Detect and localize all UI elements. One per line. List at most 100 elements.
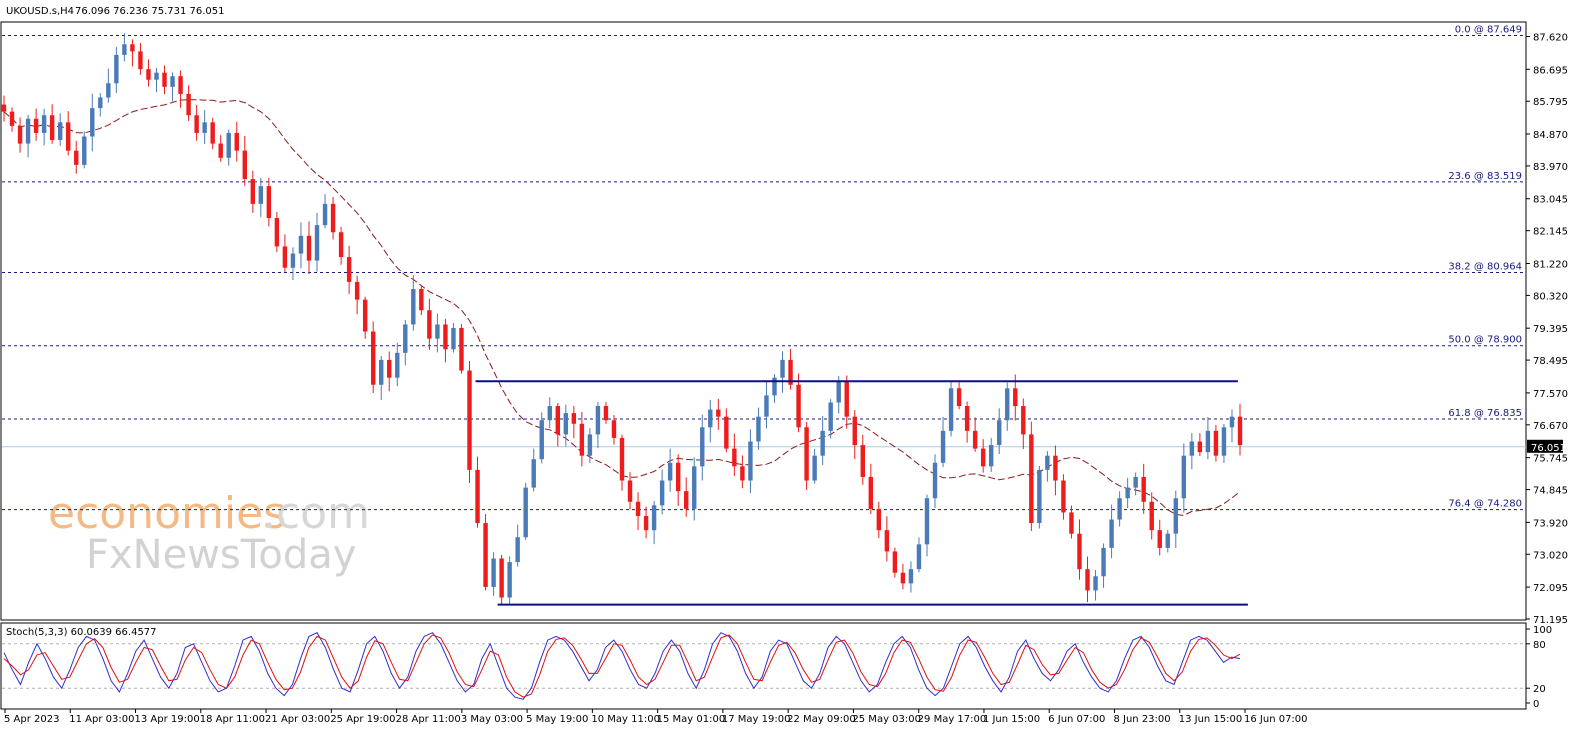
price-tick-label: 87.620	[1533, 32, 1568, 43]
bear-candle	[579, 412, 585, 467]
bear-candle	[732, 433, 737, 477]
bull-candle	[57, 113, 63, 146]
stoch-axis: 100 80 20 0	[1526, 625, 1552, 710]
bull-candle	[932, 454, 938, 508]
bear-candle	[804, 421, 809, 490]
bull-candle	[1005, 382, 1010, 431]
bear-candle	[1, 95, 7, 122]
bear-candle	[346, 245, 352, 294]
bear-candle	[330, 197, 336, 240]
bull-candle	[772, 374, 777, 403]
channel-lines[interactable]	[475, 380, 1248, 606]
bull-candle	[547, 397, 552, 429]
stoch-signal-line	[3, 634, 1241, 698]
time-tick-label: 17 May 19:00	[722, 714, 791, 725]
bear-candle	[884, 516, 890, 562]
bear-candle	[9, 107, 15, 132]
price-tick-label: 83.970	[1533, 162, 1568, 173]
bull-candle	[82, 131, 87, 169]
bull-candle	[290, 247, 296, 281]
price-tick-label: 79.395	[1533, 324, 1568, 335]
time-tick-label: 29 May 17:00	[918, 714, 987, 725]
bull-candle	[411, 275, 416, 331]
bull-candle	[692, 457, 697, 521]
price-tick-label: 78.495	[1533, 356, 1568, 367]
stoch-main-line	[3, 632, 1241, 700]
bull-candle	[1221, 423, 1227, 463]
bear-candle	[1237, 403, 1243, 456]
bull-candle	[98, 93, 103, 117]
bear-candle	[130, 39, 135, 67]
bear-candle	[362, 296, 368, 339]
bull-candle	[940, 416, 946, 467]
bull-candle	[587, 428, 593, 463]
bear-candle	[194, 104, 199, 141]
time-tick-label: 13 Apr 19:00	[135, 714, 200, 725]
bear-candle	[724, 408, 729, 453]
price-tick-label: 80.320	[1533, 291, 1568, 302]
bull-candle	[122, 33, 127, 62]
candles	[1, 33, 1243, 605]
bull-candle	[298, 222, 304, 269]
bear-candle	[619, 434, 625, 491]
bull-candle	[812, 448, 817, 484]
bear-candle	[370, 321, 376, 394]
bear-candle	[788, 348, 793, 390]
bull-candle	[563, 404, 569, 447]
bear-candle	[980, 439, 986, 473]
bull-candle	[997, 408, 1002, 454]
price-tick-label: 72.095	[1533, 583, 1568, 594]
bear-candle	[1213, 424, 1219, 462]
bull-candle	[948, 380, 954, 437]
bear-candle	[443, 318, 448, 363]
bear-candle	[74, 140, 79, 174]
bull-candle	[1229, 409, 1235, 443]
bear-candle	[162, 65, 167, 95]
price-tick-label: 86.695	[1533, 65, 1568, 76]
bear-candle	[972, 417, 978, 452]
bear-candle	[956, 380, 962, 410]
stoch-panel-frame	[0, 622, 1527, 710]
bull-candle	[1109, 504, 1114, 559]
bear-candle	[1069, 505, 1074, 539]
bull-candle	[748, 429, 753, 494]
bull-candle	[1173, 490, 1178, 548]
time-tick-label: 10 May 11:00	[591, 714, 660, 725]
bear-candle	[66, 111, 71, 156]
bear-candle	[684, 477, 689, 517]
bear-candle	[555, 403, 560, 447]
price-tick-label: 85.795	[1533, 97, 1568, 108]
bull-candle	[114, 46, 119, 93]
current-price-label: 76.051	[1531, 443, 1566, 454]
bull-candle	[258, 177, 264, 218]
bear-candle	[266, 177, 272, 227]
bear-candle	[483, 514, 488, 591]
bear-candle	[740, 455, 745, 489]
bull-candle	[988, 437, 994, 473]
bull-candle	[515, 524, 520, 567]
bull-candle	[1181, 443, 1187, 513]
bear-candle	[868, 463, 874, 514]
bull-candle	[531, 448, 536, 492]
bull-candle	[1101, 543, 1106, 588]
bear-candle	[844, 375, 849, 429]
bear-candle	[210, 117, 215, 150]
bear-candle	[242, 135, 247, 186]
bull-candle	[908, 561, 914, 593]
price-tick-label: 82.145	[1533, 227, 1568, 238]
bear-candle	[1085, 556, 1090, 603]
bull-candle	[539, 412, 544, 464]
bear-candle	[1077, 519, 1082, 580]
bull-candle	[836, 376, 841, 414]
bull-candle	[202, 110, 207, 144]
fib-level-label: 61.8 @ 76.835	[1448, 408, 1522, 419]
bear-candle	[860, 434, 865, 485]
watermark-brand-part2: .com	[262, 488, 370, 539]
time-tick-label: 11 Apr 03:00	[69, 714, 134, 725]
bull-candle	[1133, 472, 1138, 496]
bear-candle	[33, 108, 39, 141]
bull-candle	[403, 320, 408, 366]
time-tick-label: 5 Apr 2023	[4, 714, 59, 725]
bull-candle	[659, 469, 665, 515]
